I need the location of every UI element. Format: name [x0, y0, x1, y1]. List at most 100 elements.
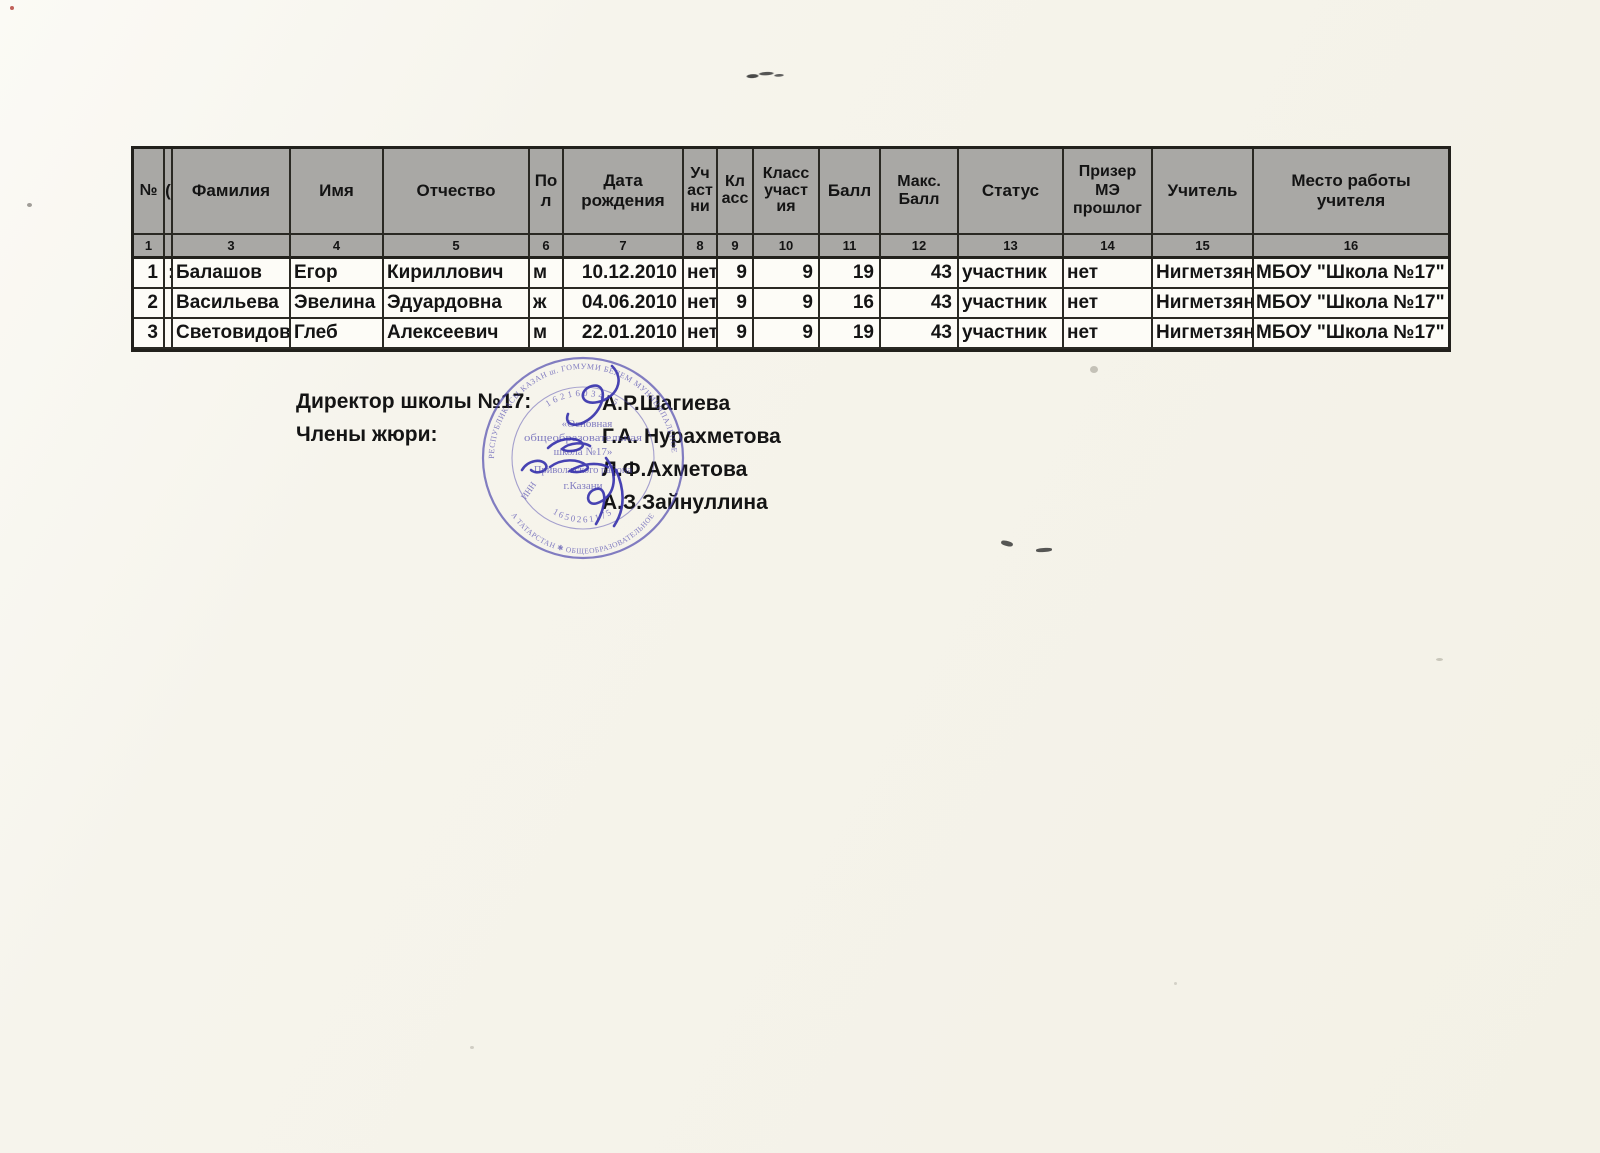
- column-number-cell: 7: [564, 235, 684, 259]
- table-cell: 43: [881, 259, 959, 289]
- stamp-inner-line: школа №17»: [554, 446, 613, 458]
- table-cell: участник: [959, 319, 1064, 349]
- table-cell: Васильева: [173, 289, 291, 319]
- table-cell: Эвелина: [291, 289, 384, 319]
- signature-stroke: [565, 364, 620, 426]
- table-cell: нет: [1064, 289, 1153, 319]
- column-number-cell: 11: [820, 235, 881, 259]
- table-cell: 04.06.2010: [564, 289, 684, 319]
- stamp-inner-line: общеобразовательная: [524, 433, 643, 444]
- header-cell-patronymic: Отчество: [384, 149, 530, 235]
- table-cell: Нигметзян: [1153, 259, 1254, 289]
- table-cell: Нигметзян: [1153, 319, 1254, 349]
- table-cell: нет: [684, 289, 718, 319]
- scan-speck: [1090, 366, 1098, 373]
- column-number-cell: 8: [684, 235, 718, 259]
- table-cell: Световидов: [173, 319, 291, 349]
- header-cell-firstname: Имя: [291, 149, 384, 235]
- table-cell: 19: [820, 259, 881, 289]
- scan-smudge: [741, 67, 785, 83]
- table-cell: 43: [881, 289, 959, 319]
- stamp-inn-label: ИНН: [519, 479, 539, 501]
- table-cell: 19: [820, 319, 881, 349]
- table-cell: участник: [959, 289, 1064, 319]
- table-cell: нет: [1064, 319, 1153, 349]
- participants-table: № ( Фамилия Имя Отчество По л Дата рожде…: [131, 146, 1451, 352]
- table-cell: участник: [959, 259, 1064, 289]
- header-cell-status: Статус: [959, 149, 1064, 235]
- header-cell-birthdate: Дата рождения: [564, 149, 684, 235]
- header-cell-teacher: Учитель: [1153, 149, 1254, 235]
- header-cell-number: №: [134, 149, 165, 235]
- signature-stroke: [546, 437, 592, 453]
- header-cell-participant: Уч аст ни: [684, 149, 718, 235]
- jury-member-name: А.З.Зайнуллина: [602, 491, 768, 514]
- table-cell: Нигметзян: [1153, 289, 1254, 319]
- table-cell: 9: [754, 319, 820, 349]
- column-number-cell: 15: [1153, 235, 1254, 259]
- table-cell: 10.12.2010: [564, 259, 684, 289]
- table-cell: нет: [684, 319, 718, 349]
- column-number-cell: 5: [384, 235, 530, 259]
- signature-stroke: [520, 459, 610, 474]
- school-stamp: ТАТАРСТАН РЕСПУБЛИКАСЫ КАЗАН ш. ГОМУМИ Б…: [466, 346, 685, 560]
- table-cell: м: [530, 259, 564, 289]
- header-cell-gender: По л: [530, 149, 564, 235]
- director-label: Директор школы №17:: [296, 390, 532, 413]
- column-number-cell: 10: [754, 235, 820, 259]
- table-cell: Егор: [291, 259, 384, 289]
- jury-member-name: Л.Ф.Ахметова: [602, 458, 748, 481]
- table-cell: 9: [718, 259, 754, 289]
- table-cell: Алексеевич: [384, 319, 530, 349]
- table-cell: 1: [134, 259, 165, 289]
- table-cell: ж: [530, 289, 564, 319]
- column-number-cell: 9: [718, 235, 754, 259]
- stamp-inn-number-text: 1650261175: [551, 506, 612, 524]
- scan-speck: [470, 1046, 474, 1049]
- column-number-cell: [165, 235, 173, 259]
- scan-speck: [1174, 982, 1177, 985]
- table-cell: Глеб: [291, 319, 384, 349]
- column-number-cell: 1: [134, 235, 165, 259]
- column-number-cell: 12: [881, 235, 959, 259]
- header-cell-score: Балл: [820, 149, 881, 235]
- table-cell: [165, 319, 173, 349]
- table-cell: МБОУ "Школа №17": [1254, 259, 1448, 289]
- header-cell-prize-winner: Призер МЭ прошлог: [1064, 149, 1153, 235]
- stamp-ring: ТАТАРСТАН РЕСПУБЛИКАСЫ КАЗАН ш. ГОМУМИ Б…: [466, 346, 685, 560]
- table-cell: 9: [754, 259, 820, 289]
- pen-signatures: [520, 364, 624, 528]
- table-cell: МБОУ "Школа №17": [1254, 319, 1448, 349]
- table-cell: 16: [820, 289, 881, 319]
- column-number-cell: 4: [291, 235, 384, 259]
- table-cell: 2: [134, 289, 165, 319]
- stamp-inner-line: г.Казани: [563, 480, 602, 492]
- table-cell: Эдуардовна: [384, 289, 530, 319]
- table-cell: 9: [754, 289, 820, 319]
- table-cell: 22.01.2010: [564, 319, 684, 349]
- column-number-cell: 14: [1064, 235, 1153, 259]
- table-cell: 9: [718, 319, 754, 349]
- header-cell-grade-compete: Класс участ ия: [754, 149, 820, 235]
- signoff-labels: Директор школы №17: Члены жюри:: [296, 385, 531, 451]
- column-number-cell: 6: [530, 235, 564, 259]
- column-number-cell: 13: [959, 235, 1064, 259]
- header-cell-surname: Фамилия: [173, 149, 291, 235]
- table-cell: нет: [1064, 259, 1153, 289]
- scan-speck: [1035, 547, 1053, 553]
- table-cell: 43: [881, 319, 959, 349]
- scan-speck: [27, 203, 32, 207]
- svg-text:1650261175: 1650261175: [551, 506, 614, 524]
- table-cell: :: [165, 259, 173, 289]
- stamp-inner-text: «Основная общеобразовательная школа №17»…: [524, 418, 643, 492]
- table-cell: [165, 289, 173, 319]
- table-cell: МБОУ "Школа №17": [1254, 289, 1448, 319]
- header-cell-teacher-work: Место работы учителя: [1254, 149, 1448, 235]
- scan-speck: [1000, 539, 1014, 548]
- table-cell: нет: [684, 259, 718, 289]
- table-cell: Кириллович: [384, 259, 530, 289]
- header-cell-grade: Кл асс: [718, 149, 754, 235]
- scan-speck: [10, 6, 14, 10]
- table-cell: 9: [718, 289, 754, 319]
